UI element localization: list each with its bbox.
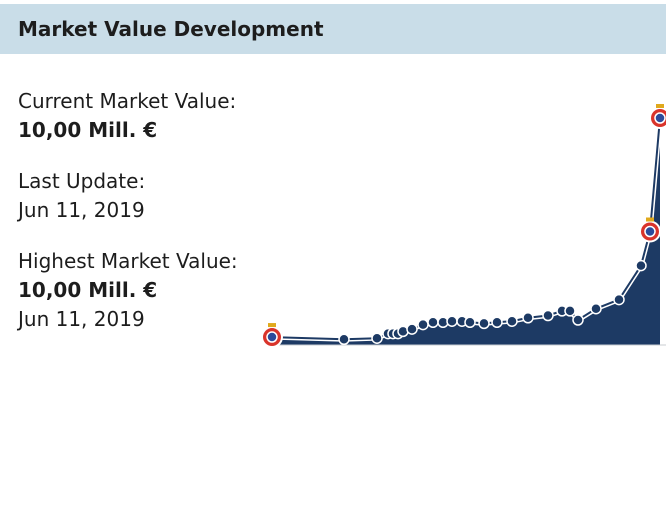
current-value-label: Current Market Value: — [18, 89, 237, 113]
highest-value-label: Highest Market Value: — [18, 249, 238, 273]
data-point[interactable] — [635, 259, 647, 272]
highest-value-date: Jun 11, 2019 — [18, 307, 145, 331]
data-point[interactable] — [613, 293, 625, 306]
club-badge-icon[interactable] — [261, 323, 283, 349]
data-point[interactable] — [417, 318, 429, 331]
data-point[interactable] — [338, 333, 350, 346]
data-point[interactable] — [406, 323, 418, 335]
last-update-label: Last Update: — [18, 169, 146, 193]
last-update-date: Jun 11, 2019 — [18, 198, 145, 222]
chart-points-group — [261, 104, 666, 349]
data-point[interactable] — [522, 312, 534, 324]
data-point[interactable] — [491, 316, 503, 329]
market-value-area — [272, 118, 660, 345]
data-point[interactable] — [542, 309, 554, 322]
data-point[interactable] — [371, 332, 383, 344]
market-value-line — [271, 117, 661, 341]
club-badge-icon[interactable] — [639, 217, 661, 243]
current-value: 10,00 Mill. € — [18, 118, 158, 142]
box-title: Market Value Development — [18, 17, 324, 41]
highest-value: 10,00 Mill. € — [18, 278, 158, 302]
data-point[interactable] — [464, 316, 476, 329]
club-badge-icon[interactable] — [649, 104, 666, 129]
data-point[interactable] — [590, 302, 602, 315]
data-point[interactable] — [564, 305, 576, 317]
data-point[interactable] — [506, 315, 518, 327]
chart-area-group — [271, 117, 666, 346]
box-header: Market Value Development — [0, 4, 666, 54]
data-point[interactable] — [478, 317, 490, 330]
data-point[interactable] — [572, 314, 584, 326]
data-point[interactable] — [427, 316, 439, 329]
market-value-info: Current Market Value: 10,00 Mill. € Last… — [18, 87, 238, 334]
data-point[interactable] — [446, 315, 458, 327]
